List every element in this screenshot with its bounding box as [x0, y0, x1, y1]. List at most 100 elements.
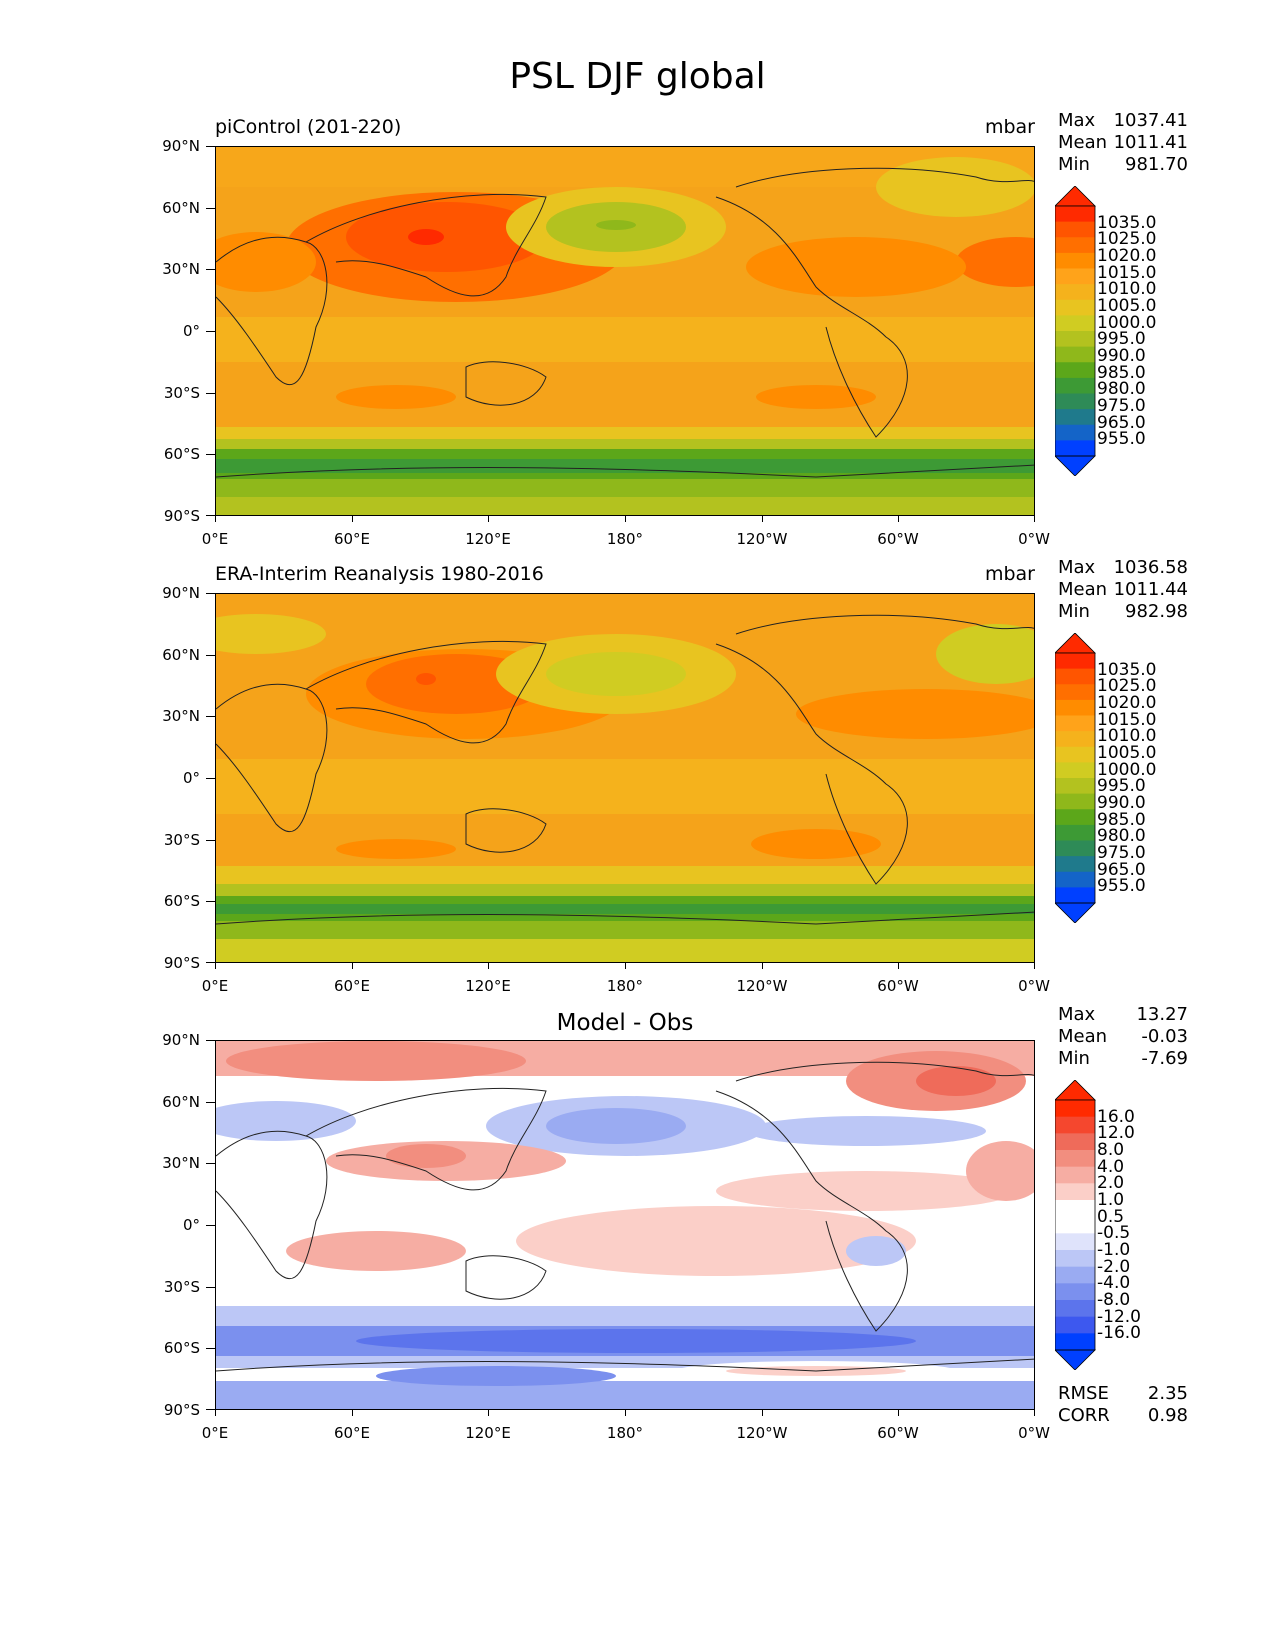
- colorbar-extend-min: [1054, 455, 1096, 477]
- colorbar-tick-label: -16.0: [1097, 1323, 1141, 1344]
- colorbar-tick-label: 1000.0: [1097, 759, 1157, 780]
- colorbar-swatch: [1055, 809, 1095, 826]
- colorbar-swatch: [1055, 1266, 1095, 1284]
- metric-value: 0.98: [1147, 1405, 1188, 1426]
- stat-label: Min: [1058, 1048, 1090, 1069]
- panel-era-interim: ERA-Interim Reanalysis 1980-2016 mbar: [0, 557, 1275, 1033]
- colorbar-tick-label: -4.0: [1097, 1273, 1131, 1294]
- lon-label: 180°: [606, 977, 644, 995]
- colorbar-tick-label: 1010.0: [1097, 279, 1157, 300]
- colorbar-swatch: [1055, 1200, 1095, 1218]
- colorbar-tick-label: 1025.0: [1097, 676, 1157, 697]
- colorbar-tick-label: 985.0: [1097, 809, 1146, 830]
- colorbar-extend-max: [1054, 1079, 1096, 1101]
- lat-label: 0°: [182, 1216, 200, 1234]
- lat-label: 60°N: [162, 199, 200, 217]
- colorbar: [1054, 632, 1100, 927]
- colorbar-tick-label: 965.0: [1097, 859, 1146, 880]
- lat-label: 30°S: [163, 1278, 200, 1296]
- colorbar-tick-label: 955.0: [1097, 429, 1146, 450]
- colorbar-swatch: [1055, 284, 1095, 301]
- colorbar-swatch: [1055, 252, 1095, 269]
- lat-label: 90°S: [163, 954, 200, 972]
- colorbar-tick-label: -0.5: [1097, 1223, 1131, 1244]
- colorbar: [1054, 1079, 1100, 1374]
- colorbar-swatch: [1055, 393, 1095, 410]
- colorbar-swatch: [1055, 1333, 1095, 1351]
- stat-value: 13.27: [1136, 1004, 1188, 1025]
- panel-title: Model - Obs: [556, 1010, 694, 1036]
- colorbar-swatch: [1055, 731, 1095, 748]
- colorbar-swatch: [1055, 793, 1095, 810]
- error-metrics: RMSE 2.35 CORR 0.98: [1058, 1383, 1188, 1427]
- colorbar-swatch: [1055, 887, 1095, 904]
- colorbar-tick-label: 1015.0: [1097, 709, 1157, 730]
- psl-map: [215, 146, 1035, 516]
- colorbar-tick-label: 1020.0: [1097, 246, 1157, 266]
- colorbar-swatch: [1055, 1100, 1095, 1118]
- lon-label: 60°E: [333, 977, 371, 995]
- colorbar-tick-label: 1035.0: [1097, 659, 1157, 680]
- lat-label: 0°: [182, 322, 200, 340]
- lon-label: 120°E: [465, 977, 511, 995]
- colorbar-swatch: [1055, 871, 1095, 888]
- colorbar-tick-label: 1005.0: [1097, 743, 1157, 763]
- stat-label: Max: [1058, 557, 1096, 578]
- colorbar-swatch: [1055, 824, 1095, 841]
- panel-title: ERA-Interim Reanalysis 1980-2016: [215, 563, 544, 585]
- colorbar-swatch: [1055, 362, 1095, 379]
- colorbar-tick-label: -12.0: [1097, 1306, 1141, 1327]
- lat-label: 60°S: [163, 1339, 200, 1357]
- colorbar-swatch: [1055, 1250, 1095, 1268]
- lon-label: 120°W: [736, 530, 788, 548]
- lon-label: 0°W: [1018, 530, 1050, 548]
- lat-label: 60°N: [162, 646, 200, 664]
- panel-picontrol: piControl (201-220) mbar: [0, 110, 1275, 586]
- lon-label: 0°W: [1018, 977, 1050, 995]
- colorbar-swatch: [1055, 1150, 1095, 1168]
- lat-label: 90°S: [163, 507, 200, 525]
- colorbar-swatch: [1055, 762, 1095, 779]
- lat-label: 30°N: [162, 1154, 200, 1172]
- colorbar-tick-label: -2.0: [1097, 1256, 1131, 1277]
- lat-label: 90°N: [162, 137, 200, 155]
- colorbar-extend-max: [1054, 632, 1096, 654]
- figure-title: PSL DJF global: [509, 56, 766, 97]
- colorbar-tick-label: 975.0: [1097, 396, 1146, 416]
- colorbar-extend-min: [1054, 1349, 1096, 1371]
- colorbar-tick-label: 8.0: [1097, 1140, 1125, 1160]
- colorbar-tick-label: 985.0: [1097, 362, 1146, 383]
- lon-label: 60°W: [877, 977, 919, 995]
- lat-label: 60°S: [163, 445, 200, 463]
- metric-label: CORR: [1058, 1405, 1110, 1426]
- colorbar-swatch: [1055, 1283, 1095, 1301]
- lon-label: 120°W: [736, 1424, 788, 1442]
- lat-label: 60°S: [163, 892, 200, 910]
- colorbar-tick-label: 995.0: [1097, 776, 1146, 797]
- stat-label: Mean: [1058, 579, 1108, 600]
- colorbar-extend-max: [1054, 185, 1096, 207]
- colorbar-tick-label: 980.0: [1097, 379, 1146, 400]
- colorbar-swatch: [1055, 237, 1095, 254]
- colorbar-swatch: [1055, 1300, 1095, 1318]
- stats-box: Max 1037.41 Mean 1011.41 Min 981.70: [1058, 110, 1188, 176]
- lon-label: 60°W: [877, 1424, 919, 1442]
- stat-value: 1037.41: [1113, 110, 1188, 131]
- colorbar-swatch: [1055, 653, 1095, 670]
- lon-label: 0°W: [1018, 1424, 1050, 1442]
- colorbar-tick-label: 980.0: [1097, 826, 1146, 847]
- colorbar-tick-label: -8.0: [1097, 1290, 1131, 1310]
- difference-map: [215, 1040, 1035, 1410]
- colorbar: [1054, 185, 1100, 480]
- metric-value: 2.35: [1147, 1383, 1188, 1404]
- panel-title: piControl (201-220): [215, 116, 402, 138]
- colorbar-swatch: [1055, 268, 1095, 285]
- colorbar-swatch: [1055, 346, 1095, 363]
- stats-box: Max 13.27 Mean -0.03 Min -7.69: [1058, 1004, 1188, 1070]
- colorbar-swatch: [1055, 668, 1095, 685]
- colorbar-swatch: [1055, 424, 1095, 441]
- colorbar-swatch: [1055, 746, 1095, 763]
- stat-value: -0.03: [1141, 1026, 1188, 1047]
- colorbar-swatch: [1055, 409, 1095, 426]
- stat-value: 1011.44: [1113, 579, 1188, 600]
